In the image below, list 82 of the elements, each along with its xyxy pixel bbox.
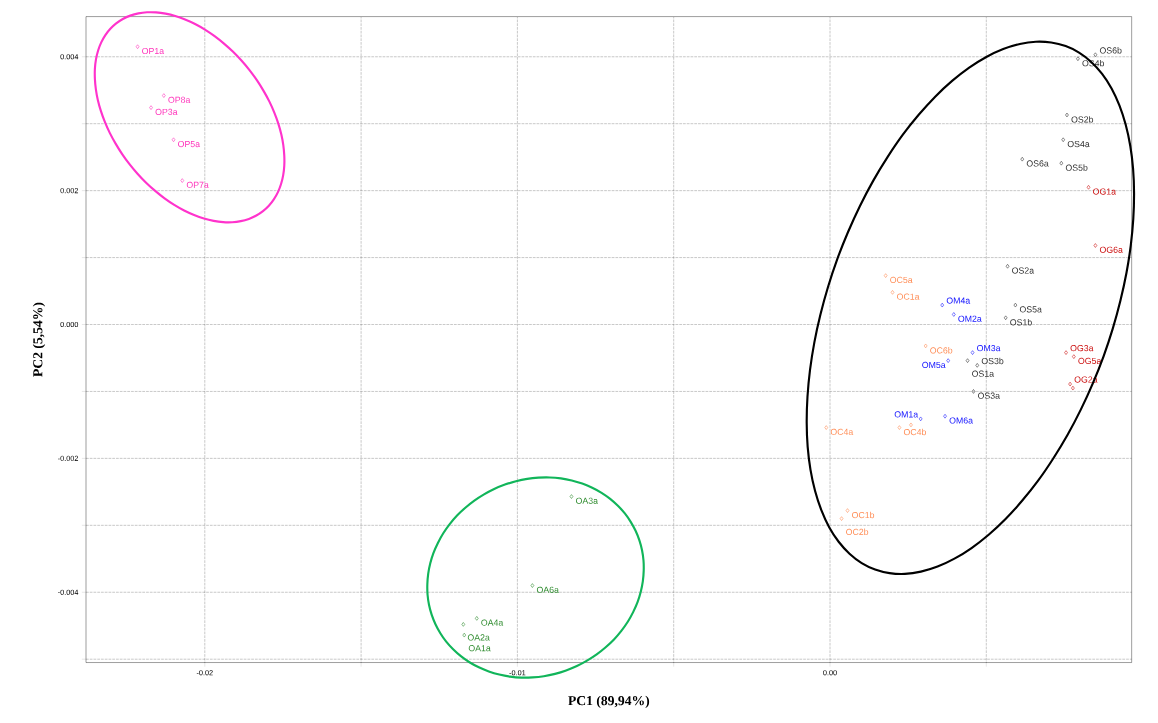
point xyxy=(970,350,975,355)
data-label: OS5a xyxy=(1019,306,1042,313)
point xyxy=(462,632,467,638)
point xyxy=(845,508,850,513)
point xyxy=(1059,160,1064,166)
y-axis-title: PC2 (5,54%) xyxy=(32,302,46,377)
data-label: OG6a xyxy=(1099,246,1123,253)
data-label: OP1a xyxy=(142,47,165,55)
point xyxy=(569,494,574,499)
point xyxy=(971,389,976,394)
data-label: OG5a xyxy=(1078,357,1102,364)
point xyxy=(940,302,944,308)
point xyxy=(1005,263,1010,269)
data-label: OM1a xyxy=(894,411,919,418)
point xyxy=(1068,381,1072,387)
point xyxy=(171,137,176,142)
data-label: OM3a xyxy=(977,344,1001,352)
point xyxy=(965,358,970,363)
data-label: OS3b xyxy=(981,357,1004,365)
point xyxy=(162,93,166,98)
data-label: OS5b xyxy=(1065,164,1088,171)
data-label: OS6b xyxy=(1099,47,1122,54)
data-label: OM5a xyxy=(922,361,946,368)
data-label: OA2a xyxy=(467,634,490,641)
data-label: OP3a xyxy=(155,108,178,115)
data-label: OC4a xyxy=(830,428,854,435)
data-label: OS4a xyxy=(1067,140,1090,148)
data-label: OS1a xyxy=(972,370,995,377)
data-label: OC4b xyxy=(903,428,927,436)
point xyxy=(461,622,466,627)
point xyxy=(943,413,947,419)
data-label: OS1b xyxy=(1010,318,1032,326)
data-label: OM2a xyxy=(958,315,982,322)
data-label: OM6a xyxy=(949,417,973,424)
data-label: OA6a xyxy=(536,586,559,593)
point xyxy=(946,358,950,363)
point xyxy=(1013,302,1018,308)
point xyxy=(1076,56,1080,61)
point xyxy=(1071,385,1075,391)
data-label: OS3a xyxy=(978,392,1000,399)
point xyxy=(1003,315,1008,320)
point xyxy=(180,178,185,183)
data-label: OP5a xyxy=(178,140,201,148)
x-axis-title: PC1 (89,94%) xyxy=(568,695,650,708)
data-label: OM4a xyxy=(946,297,971,304)
point xyxy=(1064,350,1068,355)
point xyxy=(883,273,888,278)
data-label: OP8a xyxy=(168,96,191,103)
point xyxy=(1093,243,1098,248)
point xyxy=(530,583,535,588)
point xyxy=(839,516,844,521)
data-label: OC5a xyxy=(890,276,913,283)
point xyxy=(1061,137,1065,142)
point xyxy=(923,343,928,349)
data-label: OC6b xyxy=(930,347,953,354)
point xyxy=(909,422,913,428)
data-label: OC1b xyxy=(852,511,875,519)
data-label: OS2b xyxy=(1071,116,1094,123)
data-label: OA4a xyxy=(481,619,504,626)
data-label: OC1a xyxy=(897,293,920,300)
point xyxy=(1065,112,1069,118)
data-label: OG3a xyxy=(1070,344,1094,352)
point xyxy=(897,425,902,430)
point xyxy=(975,363,979,368)
point xyxy=(1086,184,1091,190)
data-label: OS2a xyxy=(1012,267,1035,274)
point xyxy=(135,44,140,49)
data-label: OP7a xyxy=(186,181,209,188)
data-label: OA3a xyxy=(575,497,598,504)
point xyxy=(952,312,956,317)
point xyxy=(1020,156,1025,162)
data-label: OS6a xyxy=(1026,160,1049,167)
point xyxy=(149,105,153,110)
point xyxy=(824,425,829,430)
point xyxy=(1072,354,1076,359)
data-label: OA1a xyxy=(468,644,491,652)
data-label: OG1a xyxy=(1093,188,1117,195)
data-label: OC2b xyxy=(846,528,869,535)
point xyxy=(475,616,479,621)
point xyxy=(918,416,923,422)
point xyxy=(890,290,895,295)
point xyxy=(1093,52,1098,57)
